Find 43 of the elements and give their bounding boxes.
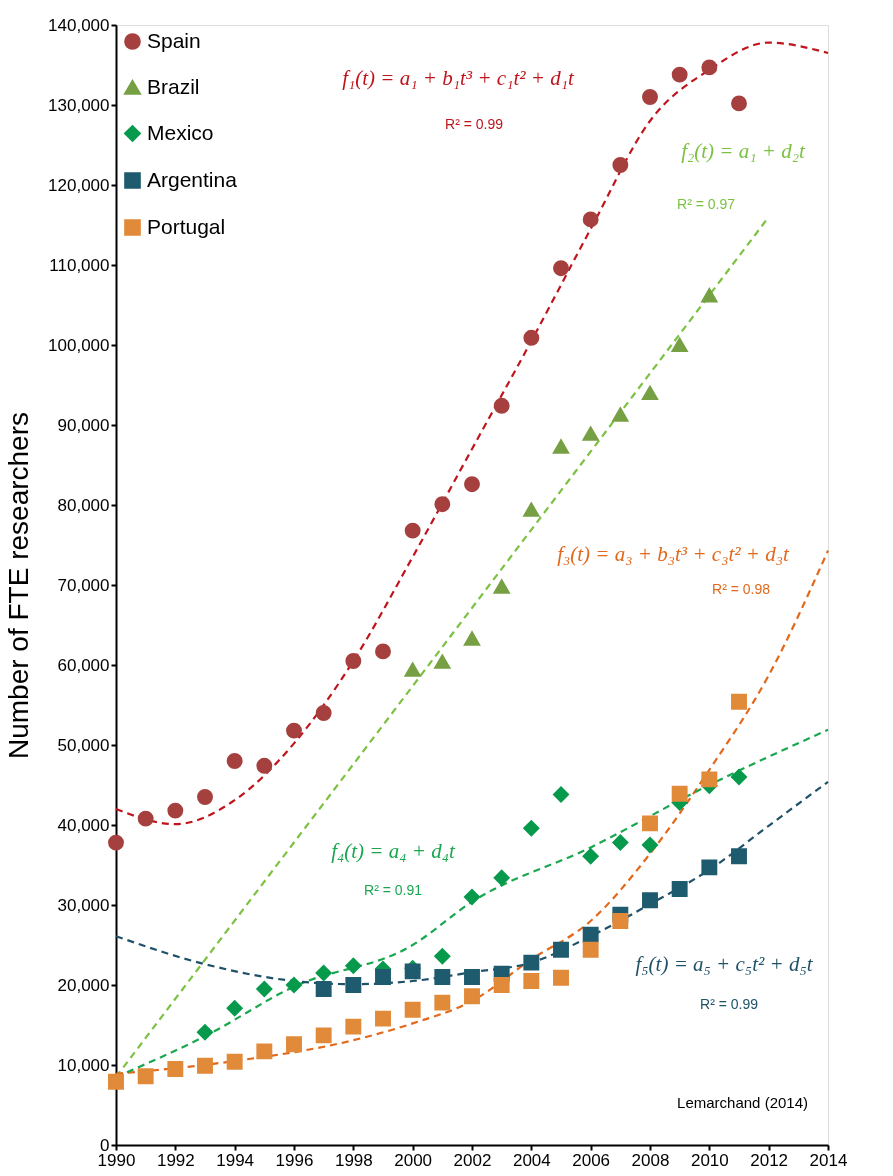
x-tick-label: 2010	[690, 1150, 729, 1170]
y-axis-title: Number of FTE researchers	[3, 412, 35, 759]
annotation: R² = 0.97	[677, 196, 736, 212]
x-tick-label: 1996	[275, 1150, 314, 1170]
y-tick-label: 60,000	[57, 655, 110, 675]
legend-label: Mexico	[147, 120, 214, 144]
y-tick-label: 70,000	[57, 575, 110, 595]
y-tick-label: 30,000	[57, 895, 110, 915]
legend-label: Portugal	[147, 214, 226, 238]
x-tick-label: 2002	[453, 1150, 492, 1170]
x-tick-label: 1998	[334, 1150, 373, 1170]
y-tick-label: 90,000	[57, 415, 110, 435]
annotation: f₁(t) = a₁ + b₁t³ + c₁t² + d₁t	[342, 66, 576, 90]
x-tick-label: 1992	[156, 1150, 195, 1170]
annotation: Lemarchand (2014)	[677, 1094, 808, 1111]
y-tick-label: 140,000	[48, 15, 110, 35]
legend-label: Spain	[147, 28, 201, 52]
annotation: f₄(t) = a₄ + d₄t	[331, 839, 457, 863]
x-tick-label: 2000	[394, 1150, 433, 1170]
x-tick-label: 2014	[809, 1150, 848, 1170]
legend-label: Argentina	[147, 167, 238, 191]
y-tick-label: 100,000	[48, 335, 110, 355]
legend-label: Brazil	[147, 74, 200, 98]
x-tick-label: 2012	[750, 1150, 789, 1170]
x-tick-label: 2006	[572, 1150, 611, 1170]
annotation: R² = 0.99	[445, 116, 504, 132]
y-tick-label: 80,000	[57, 495, 110, 515]
x-tick-label: 2004	[512, 1150, 551, 1170]
annotation: f₅(t) = a₅ + c₅t² + d₅t	[635, 952, 814, 976]
annotation: f₃(t) = a₃ + b₃t³ + c₃t² + d₃t	[557, 542, 791, 566]
annotation: R² = 0.91	[364, 882, 423, 898]
annotation: R² = 0.98	[712, 581, 771, 597]
annotation: R² = 0.99	[700, 996, 759, 1012]
y-tick-label: 130,000	[48, 95, 110, 115]
annotation: f₂(t) = a₁ + d₂t	[681, 139, 807, 163]
x-tick-label: 1994	[216, 1150, 255, 1170]
y-tick-label: 50,000	[57, 735, 110, 755]
x-tick-label: 2008	[631, 1150, 670, 1170]
y-tick-label: 110,000	[49, 255, 110, 275]
y-tick-label: 10,000	[57, 1055, 110, 1075]
y-tick-label: 20,000	[57, 975, 110, 995]
y-tick-label: 40,000	[57, 815, 110, 835]
y-tick-label: 120,000	[48, 175, 110, 195]
